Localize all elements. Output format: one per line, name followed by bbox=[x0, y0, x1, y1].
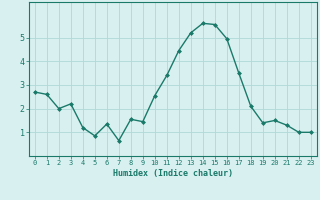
X-axis label: Humidex (Indice chaleur): Humidex (Indice chaleur) bbox=[113, 169, 233, 178]
